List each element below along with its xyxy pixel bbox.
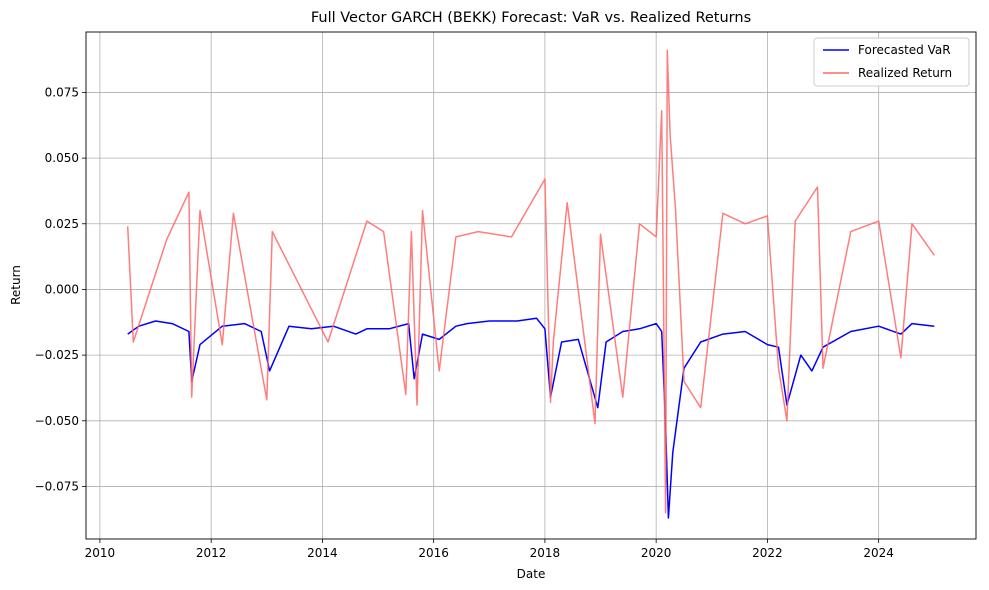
- series-line-realized-return: [126, 49, 935, 514]
- y-tick-label: 0.000: [45, 282, 79, 296]
- x-tick-label: 2012: [196, 546, 227, 560]
- y-tick-label: −0.050: [35, 414, 79, 428]
- y-axis-ticks: −0.075 −0.050 −0.025 0.000 0.025 0.050 0.075: [35, 85, 86, 493]
- x-tick-label: 2014: [307, 546, 338, 560]
- x-tick-label: 2018: [530, 546, 561, 560]
- x-axis-ticks: 2010 2012 2014 2016 2018 2020 2022 2024: [85, 539, 894, 560]
- x-tick-label: 2022: [752, 546, 783, 560]
- y-tick-label: 0.075: [45, 85, 79, 99]
- x-tick-label: 2020: [641, 546, 672, 560]
- x-tick-label: 2016: [418, 546, 449, 560]
- series-layer: [126, 49, 935, 519]
- y-tick-label: 0.050: [45, 151, 79, 165]
- y-tick-label: −0.075: [35, 479, 79, 493]
- grid: [86, 32, 976, 539]
- legend-label-forecasted-var: Forecasted VaR: [858, 43, 951, 57]
- legend-label-realized-return: Realized Return: [858, 66, 952, 80]
- x-tick-label: 2010: [85, 546, 116, 560]
- x-axis-label: Date: [517, 567, 546, 581]
- chart-title: Full Vector GARCH (BEKK) Forecast: VaR v…: [311, 10, 751, 26]
- legend-box: [813, 37, 970, 87]
- y-tick-label: 0.025: [45, 217, 79, 231]
- x-tick-label: 2024: [863, 546, 894, 560]
- y-tick-label: −0.025: [35, 348, 79, 362]
- legend: Forecasted VaR Realized Return: [813, 37, 970, 87]
- plot-frame: [85, 31, 977, 540]
- series-line-forecasted-var: [127, 317, 935, 519]
- y-axis-label: Return: [9, 265, 23, 305]
